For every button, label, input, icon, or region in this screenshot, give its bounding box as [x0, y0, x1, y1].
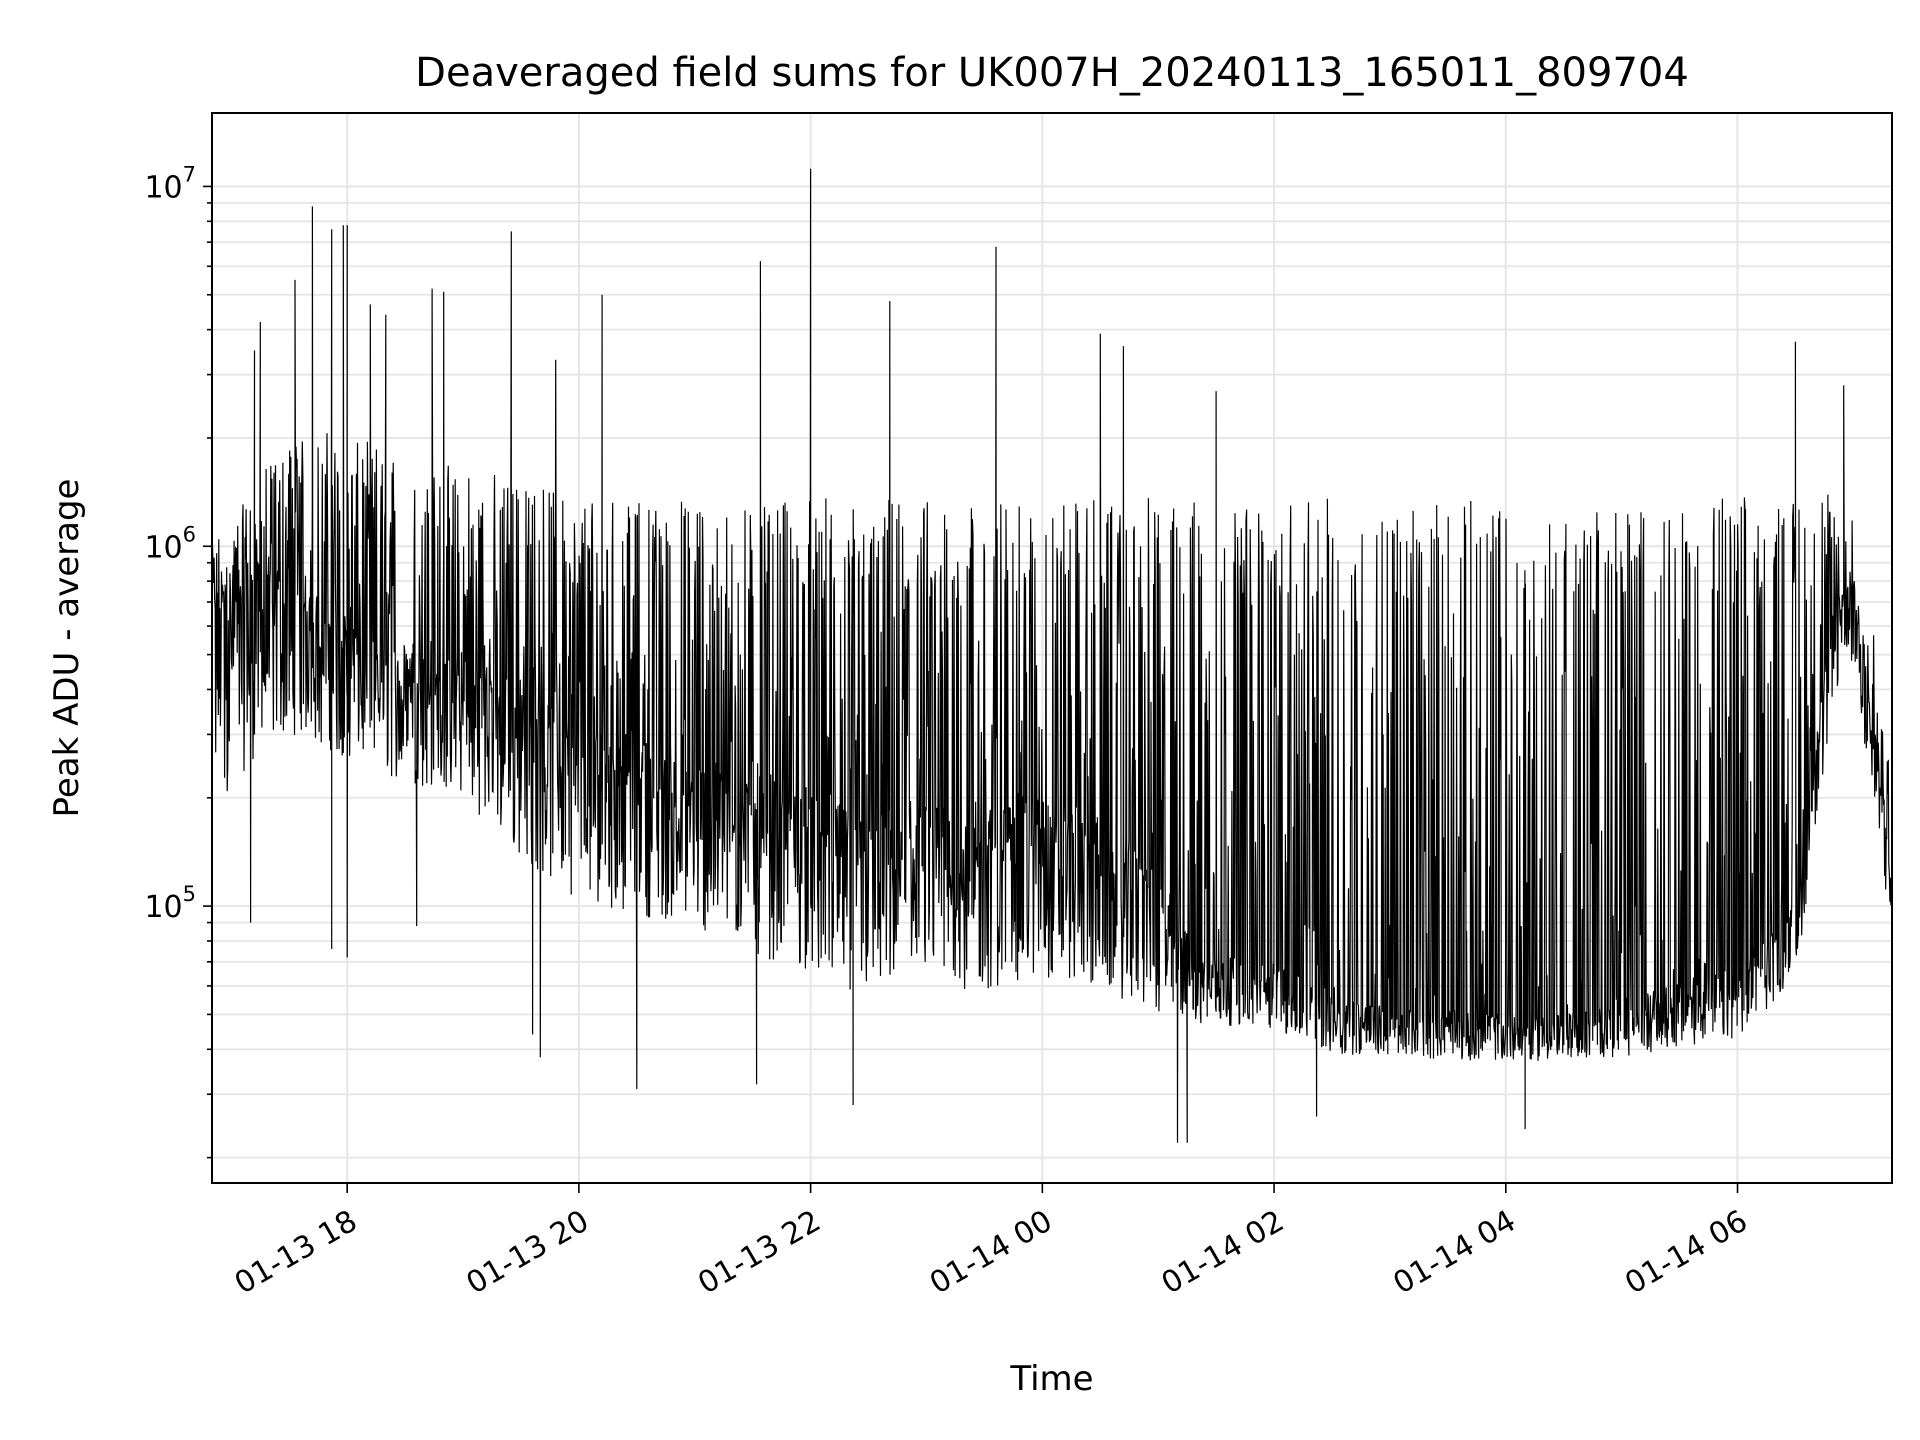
x-axis-label: Time — [1009, 1359, 1093, 1399]
series-line — [212, 168, 1892, 1143]
chart-title: Deaveraged field sums for UK007H_2024011… — [415, 50, 1689, 96]
plot-frame — [211, 112, 1893, 1184]
y-tick-label: 105 — [144, 882, 196, 925]
y-axis: 105 106 107 — [144, 162, 212, 1159]
y-tick-label: 106 — [144, 522, 196, 565]
series-trace — [212, 168, 1892, 1143]
y-tick-label: 107 — [144, 162, 196, 205]
y-axis-label: Peak ADU - average — [47, 479, 87, 818]
